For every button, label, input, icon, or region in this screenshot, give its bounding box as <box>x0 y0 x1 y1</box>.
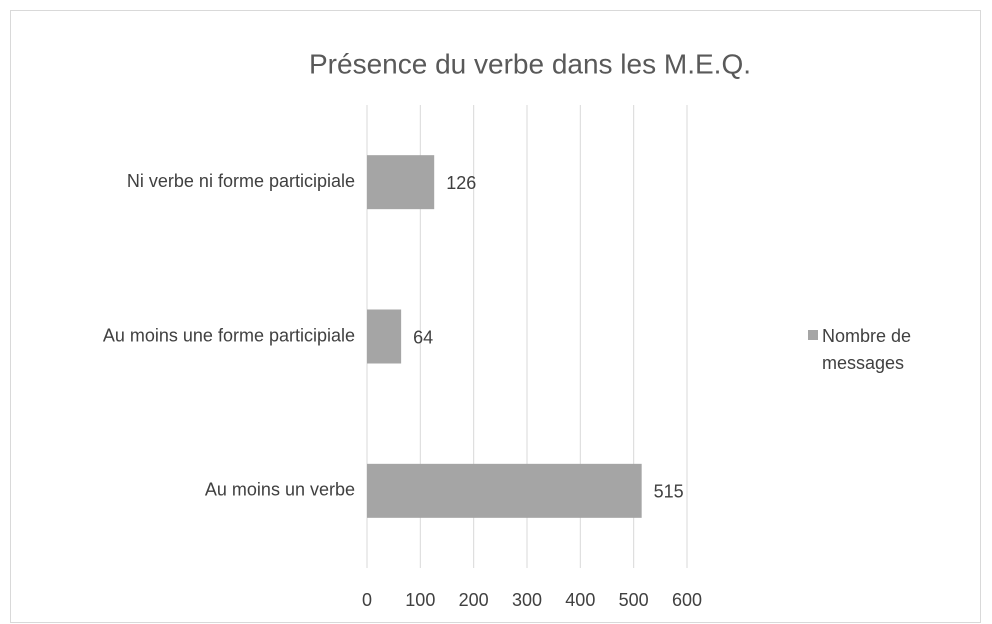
x-tick-label: 100 <box>405 590 435 610</box>
x-tick-label: 400 <box>565 590 595 610</box>
x-tick-label: 200 <box>459 590 489 610</box>
bar <box>367 309 402 364</box>
bar <box>367 463 642 518</box>
data-label: 126 <box>446 173 476 193</box>
x-tick-label: 300 <box>512 590 542 610</box>
bar <box>367 155 435 210</box>
chart-title: Présence du verbe dans les M.E.Q. <box>309 48 751 79</box>
x-tick-label: 0 <box>362 590 372 610</box>
y-tick-label: Ni verbe ni forme participiale <box>127 171 355 191</box>
y-tick-label: Au moins une forme participiale <box>103 325 355 345</box>
data-label: 64 <box>413 327 433 347</box>
y-tick-label: Au moins un verbe <box>205 480 355 500</box>
x-tick-label: 500 <box>619 590 649 610</box>
chart-border <box>10 10 981 623</box>
legend-swatch <box>808 330 818 340</box>
x-tick-label: 600 <box>672 590 702 610</box>
legend-label: Nombre de messages <box>822 326 912 373</box>
data-label: 515 <box>654 482 684 502</box>
